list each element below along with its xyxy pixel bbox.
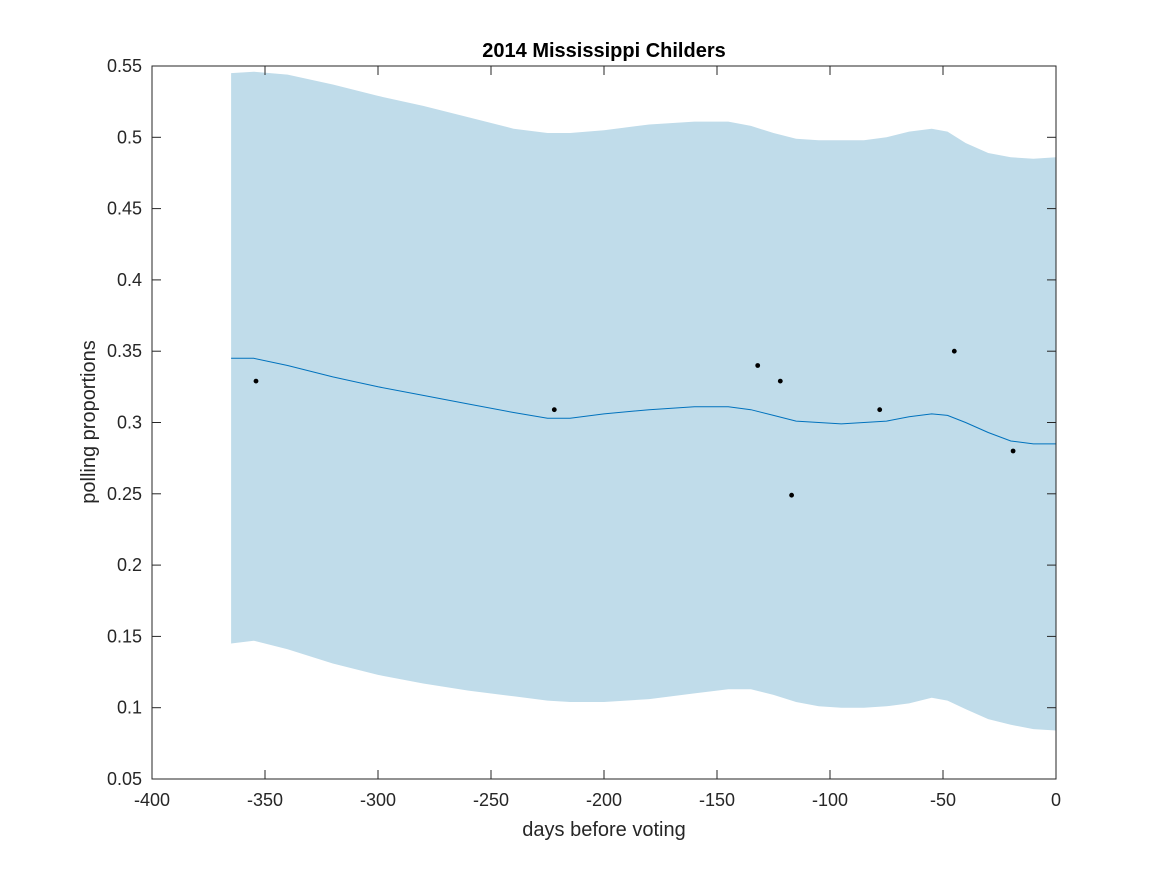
y-tick-label: 0.25 [107, 484, 142, 504]
poll-point [1010, 448, 1016, 454]
y-tick-label: 0.55 [107, 56, 142, 76]
x-axis-label: days before voting [522, 819, 685, 841]
poll-point [789, 492, 794, 498]
y-tick-label: 0.2 [117, 555, 142, 575]
x-tick-label: -350 [247, 790, 283, 810]
poll-point [755, 363, 761, 368]
plot-area [231, 71, 1057, 731]
x-tick-label: -150 [699, 790, 735, 810]
x-tick-labels: -400 -350 -300 -250 -200 -150 -100 -50 0 [134, 790, 1061, 810]
y-tick-label: 0.3 [117, 413, 142, 433]
y-tick-label: 0.5 [117, 127, 142, 147]
poll-point [877, 407, 883, 413]
x-tick-label: -100 [812, 790, 848, 810]
x-tick-label: -400 [134, 790, 170, 810]
y-axis-label: polling proportions [78, 340, 100, 503]
y-tick-label: 0.1 [117, 698, 142, 718]
x-tick-label: -250 [473, 790, 509, 810]
y-tick-label: 0.4 [117, 270, 142, 290]
poll-point [551, 407, 557, 413]
poll-point [253, 378, 259, 384]
y-tick-label: 0.15 [107, 626, 142, 646]
x-tick-label: -50 [930, 790, 956, 810]
tick-marks [151, 65, 1057, 780]
chart-title: 2014 Mississippi Childers [482, 40, 725, 62]
poll-point [777, 378, 783, 384]
poll-point [951, 348, 957, 354]
x-tick-label: 0 [1051, 790, 1061, 810]
x-tick-label: -300 [360, 790, 396, 810]
y-tick-label: 0.05 [107, 769, 142, 789]
y-tick-label: 0.45 [107, 199, 142, 219]
y-tick-label: 0.35 [107, 341, 142, 361]
x-tick-label: -200 [586, 790, 622, 810]
mean-line [231, 357, 1056, 445]
confidence-band [231, 71, 1057, 731]
y-tick-labels: 0.05 0.1 0.15 0.2 0.25 0.3 0.35 0.4 0.45 0.5 0.55 [107, 56, 142, 789]
